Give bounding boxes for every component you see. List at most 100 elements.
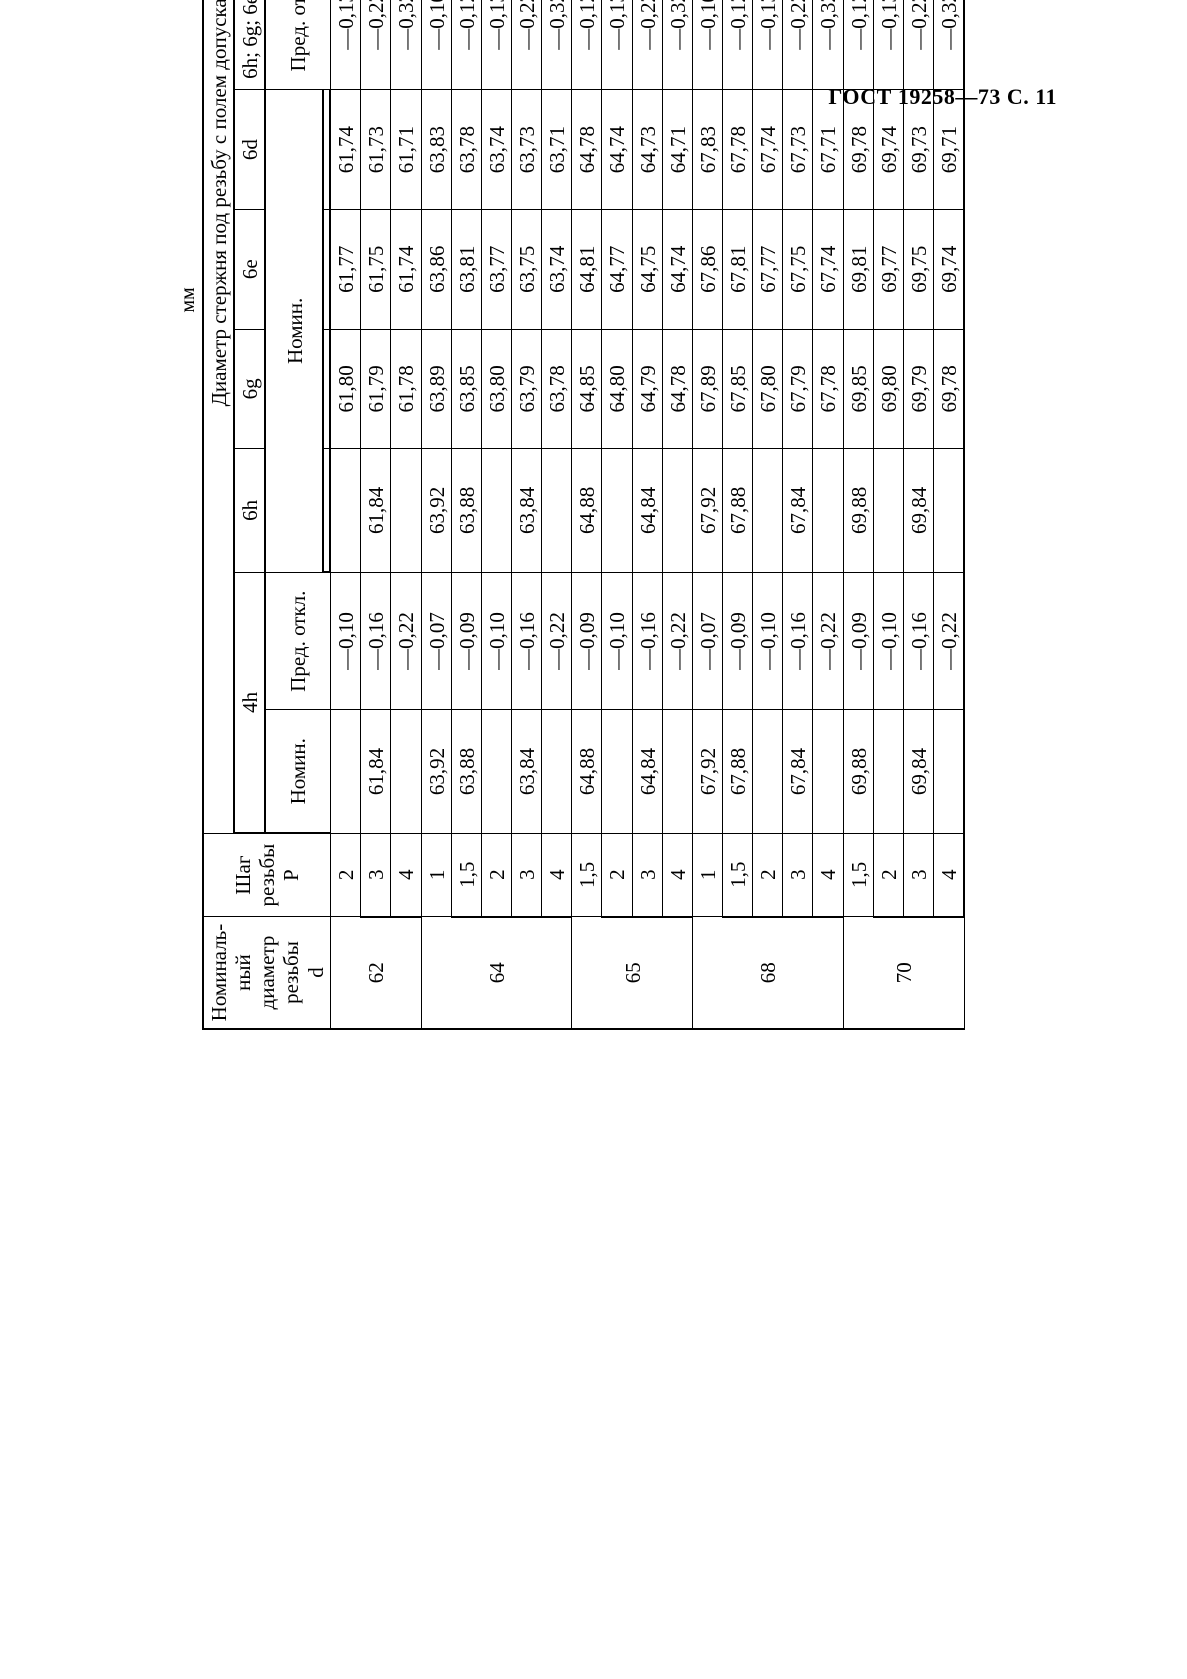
cell-pitch: 2 — [873, 833, 903, 916]
cell-pitch: 3 — [632, 833, 662, 916]
cell-6h-nomin: 67,84 — [783, 449, 813, 572]
cell-pitch: 2 — [602, 833, 632, 916]
cell-6g-nomin: 61,80 — [330, 329, 361, 449]
table-row: 64163,92—0,0763,9263,8963,8663,83—0,1063… — [421, 0, 451, 1029]
tolerance-table: Номиналь-ныйдиаметррезьбыd ШагрезьбыP Ди… — [202, 0, 965, 1030]
cell-6e-nomin: 67,81 — [723, 209, 753, 329]
cell-6d-nomin: 63,78 — [451, 90, 481, 210]
cell-6h-nomin: 63,92 — [421, 449, 451, 572]
table-row: 4—0,2267,7867,7467,71—0,3267,78—0,59 — [813, 0, 843, 1029]
cell-6g-nomin: 64,78 — [662, 329, 692, 449]
cell-4h-nomin: 64,84 — [632, 710, 662, 833]
cell-4h-otk: —0,22 — [662, 572, 692, 710]
cell-pitch: 2 — [481, 833, 511, 916]
cell-6e-nomin: 69,81 — [843, 209, 873, 329]
cell-6-otk: —0,22 — [632, 0, 662, 90]
col-6-nomin: Номин. — [265, 90, 323, 572]
cell-4h-nomin — [662, 710, 692, 833]
cell-pitch: 1 — [421, 833, 451, 916]
cell-6-otk: —0,32 — [934, 0, 965, 90]
cell-6e-nomin: 67,75 — [783, 209, 813, 329]
cell-6h-nomin: 69,88 — [843, 449, 873, 572]
cell-6e-nomin: 61,77 — [330, 209, 361, 329]
cell-pitch: 3 — [783, 833, 813, 916]
col-6h-sub — [323, 449, 330, 572]
cell-4h-nomin — [391, 710, 421, 833]
cell-6d-nomin: 67,73 — [783, 90, 813, 210]
cell-pitch: 4 — [662, 833, 692, 916]
cell-6-otk: —0,32 — [813, 0, 843, 90]
cell-pitch: 2 — [330, 833, 361, 916]
cell-6h-nomin — [662, 449, 692, 572]
cell-6-otk: —0,13 — [873, 0, 903, 90]
rotated-table-container: Продолжение табл. 2 мм Номиналь-ныйдиаме… — [145, 130, 965, 1030]
cell-6h-nomin — [873, 449, 903, 572]
cell-4h-nomin — [813, 710, 843, 833]
cell-6-otk: —0,32 — [542, 0, 572, 90]
table-row: 1,563,88—0,0963,8863,8563,8163,78—0,1263… — [451, 0, 481, 1029]
col-6d-sub — [323, 90, 330, 210]
cell-pitch: 1,5 — [451, 833, 481, 916]
cell-6e-nomin: 64,77 — [602, 209, 632, 329]
cell-4h-nomin: 63,92 — [421, 710, 451, 833]
cell-4h-nomin: 69,84 — [903, 710, 933, 833]
cell-4h-otk: —0,09 — [572, 572, 602, 710]
cell-6h-nomin: 63,84 — [512, 449, 542, 572]
cell-6g-nomin: 69,80 — [873, 329, 903, 449]
cell-6d-nomin: 64,73 — [632, 90, 662, 210]
cell-6e-nomin: 61,74 — [391, 209, 421, 329]
cell-6-otk: —0,12 — [572, 0, 602, 90]
cell-6h-nomin: 63,88 — [451, 449, 481, 572]
cell-4h-nomin — [602, 710, 632, 833]
cell-6h-nomin — [602, 449, 632, 572]
cell-pitch: 1 — [692, 833, 722, 916]
cell-pitch: 1,5 — [723, 833, 753, 916]
cell-6g-nomin: 63,78 — [542, 329, 572, 449]
table-body: 622—0,1061,8061,7761,74—0,1361,80—0,2936… — [330, 0, 964, 1029]
cell-4h-nomin: 67,84 — [783, 710, 813, 833]
cell-6e-nomin: 63,75 — [512, 209, 542, 329]
cell-6d-nomin: 64,74 — [602, 90, 632, 210]
cell-6d-nomin: 63,71 — [542, 90, 572, 210]
cell-6g-nomin: 67,79 — [783, 329, 813, 449]
cell-6-otk: —0,12 — [451, 0, 481, 90]
cell-6h-nomin: 67,92 — [692, 449, 722, 572]
table-row: 363,84—0,1663,8463,7963,7563,73—0,2263,8… — [512, 0, 542, 1029]
cell-6g-nomin: 67,89 — [692, 329, 722, 449]
cell-4h-otk: —0,22 — [934, 572, 965, 710]
table-row: 2—0,1064,8064,7764,74—0,1364,80—0,29 — [602, 0, 632, 1029]
cell-6g-nomin: 64,79 — [632, 329, 662, 449]
table-row: 361,84—0,1661,8461,7961,7561,73—0,2261,8… — [361, 0, 391, 1029]
col-6d: 6d — [234, 90, 265, 210]
col-6h: 6h — [234, 449, 265, 572]
cell-6-otk: —0,10 — [421, 0, 451, 90]
cell-6e-nomin: 67,74 — [813, 209, 843, 329]
cell-6-otk: —0,12 — [723, 0, 753, 90]
cell-6h-nomin: 61,84 — [361, 449, 391, 572]
cell-6h-nomin — [934, 449, 965, 572]
table-row: 4—0,2263,7863,7463,71—0,3263,78—0,59 — [542, 0, 572, 1029]
cell-6e-nomin: 63,86 — [421, 209, 451, 329]
cell-6-otk: —0,13 — [330, 0, 361, 90]
cell-nominal-d: 70 — [843, 917, 964, 1029]
cell-6g-nomin: 63,79 — [512, 329, 542, 449]
cell-6g-nomin: 67,80 — [753, 329, 783, 449]
cell-6e-nomin: 61,75 — [361, 209, 391, 329]
cell-6d-nomin: 61,74 — [330, 90, 361, 210]
cell-6g-nomin: 69,78 — [934, 329, 965, 449]
cell-6g-nomin: 67,78 — [813, 329, 843, 449]
cell-6g-nomin: 61,78 — [391, 329, 421, 449]
cell-pitch: 3 — [361, 833, 391, 916]
cell-4h-nomin: 67,88 — [723, 710, 753, 833]
cell-6h-nomin: 64,88 — [572, 449, 602, 572]
cell-6d-nomin: 69,73 — [903, 90, 933, 210]
table-row: 1,567,88—0,0967,8867,8567,8167,78—0,1267… — [723, 0, 753, 1029]
cell-4h-nomin: 61,84 — [361, 710, 391, 833]
cell-6g-nomin: 69,85 — [843, 329, 873, 449]
table-row: 2—0,1063,8063,7763,74—0,1363,80—0,29 — [481, 0, 511, 1029]
cell-4h-otk: —0,22 — [391, 572, 421, 710]
col-nominal-d: Номиналь-ныйдиаметррезьбыd — [203, 917, 330, 1029]
cell-4h-otk: —0,07 — [692, 572, 722, 710]
cell-pitch: 4 — [391, 833, 421, 916]
cell-6e-nomin: 69,75 — [903, 209, 933, 329]
